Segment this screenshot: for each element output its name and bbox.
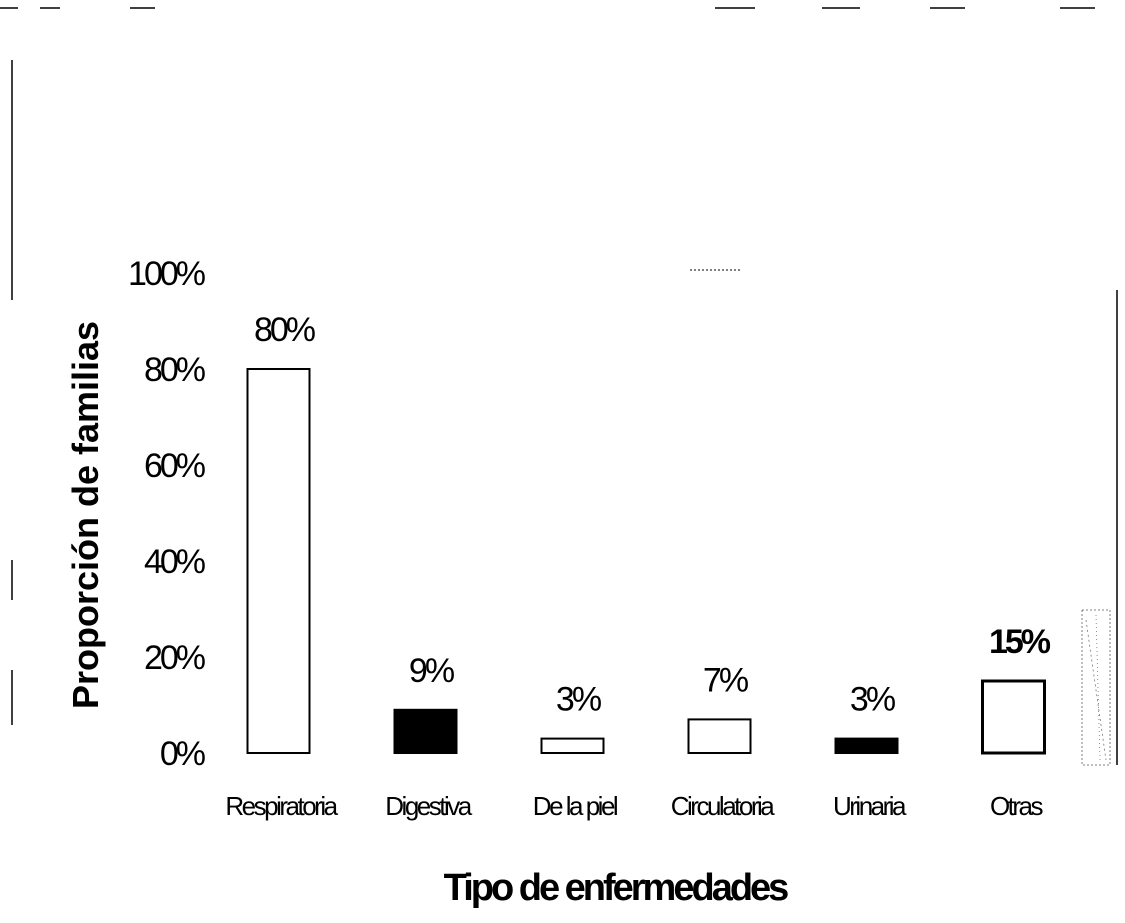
x-tick-label: Digestiva <box>385 791 472 821</box>
data-label: 7% <box>703 661 749 699</box>
data-label: 9% <box>409 652 455 690</box>
y-tick-label: 60% <box>144 447 206 485</box>
data-label: 3% <box>556 681 602 719</box>
y-tick-label: 100% <box>128 255 206 293</box>
y-tick-label: 80% <box>144 351 206 389</box>
x-axis-title: Tipo de enfermedades <box>444 867 789 909</box>
x-tick-label: Urinaria <box>833 791 907 821</box>
bar <box>393 708 458 754</box>
y-tick-label: 20% <box>144 639 206 677</box>
bar <box>834 737 899 754</box>
data-label: 15% <box>989 623 1051 661</box>
y-tick-label: 40% <box>144 543 206 581</box>
bar <box>687 718 752 755</box>
bars <box>246 368 1046 755</box>
scan-stamp <box>1081 609 1111 766</box>
data-label: 80% <box>254 311 316 349</box>
x-tick-label: Respiratoria <box>225 791 338 821</box>
bar <box>246 368 311 754</box>
bar <box>981 679 1046 755</box>
bar <box>540 737 605 754</box>
y-axis-title: Proporción de familias <box>65 321 106 709</box>
x-tick-label: De la piel <box>533 791 618 821</box>
data-labels: 80% 9% 3% 7% 3% 15% <box>254 311 1054 719</box>
scan-artifacts <box>0 7 1118 765</box>
x-tick-label: Otras <box>990 791 1044 821</box>
y-tick-label: 0% <box>160 735 206 773</box>
y-axis-ticks: 0% 20% 40% 60% 80% 100% <box>128 255 209 773</box>
data-label: 3% <box>850 681 896 719</box>
x-tick-label: Circulatoria <box>671 791 776 821</box>
x-axis-categories: Respiratoria Digestiva De la piel Circulato… <box>225 791 1046 821</box>
